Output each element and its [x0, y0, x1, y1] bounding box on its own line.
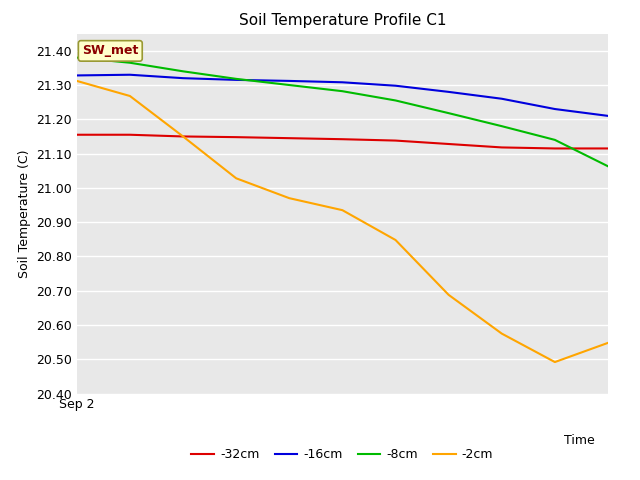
-2cm — [551, 359, 559, 365]
-16cm — [339, 79, 346, 85]
Text: Time: Time — [564, 434, 595, 447]
-32cm — [179, 133, 187, 139]
-16cm — [498, 96, 506, 102]
-16cm — [392, 83, 399, 89]
-32cm — [392, 138, 399, 144]
-32cm — [445, 141, 452, 147]
-2cm — [392, 237, 399, 243]
-2cm — [126, 93, 134, 99]
Text: SW_met: SW_met — [82, 44, 138, 58]
-2cm — [339, 207, 346, 213]
-32cm — [604, 145, 612, 151]
-32cm — [498, 144, 506, 150]
-16cm — [232, 77, 240, 83]
-8cm — [232, 76, 240, 82]
Title: Soil Temperature Profile C1: Soil Temperature Profile C1 — [239, 13, 446, 28]
-2cm — [73, 78, 81, 84]
-32cm — [285, 135, 293, 141]
Line: -16cm: -16cm — [77, 75, 608, 116]
-8cm — [285, 82, 293, 88]
-16cm — [285, 78, 293, 84]
-8cm — [392, 97, 399, 103]
-16cm — [126, 72, 134, 78]
-8cm — [339, 88, 346, 94]
Line: -2cm: -2cm — [77, 81, 608, 362]
-8cm — [551, 137, 559, 143]
-8cm — [179, 69, 187, 74]
-2cm — [232, 175, 240, 181]
-32cm — [339, 136, 346, 142]
-16cm — [179, 75, 187, 81]
-8cm — [73, 55, 81, 60]
-16cm — [445, 89, 452, 95]
-8cm — [498, 123, 506, 129]
-32cm — [232, 134, 240, 140]
-16cm — [604, 113, 612, 119]
Line: -8cm: -8cm — [77, 58, 608, 166]
Legend: -32cm, -16cm, -8cm, -2cm: -32cm, -16cm, -8cm, -2cm — [186, 443, 499, 466]
-16cm — [551, 106, 559, 112]
-32cm — [73, 132, 81, 138]
Y-axis label: Soil Temperature (C): Soil Temperature (C) — [17, 149, 31, 278]
-2cm — [498, 331, 506, 336]
-8cm — [445, 110, 452, 116]
-16cm — [73, 72, 81, 78]
-2cm — [179, 133, 187, 139]
-2cm — [604, 340, 612, 346]
-8cm — [604, 163, 612, 169]
-8cm — [126, 60, 134, 66]
-32cm — [126, 132, 134, 138]
-2cm — [285, 195, 293, 201]
-32cm — [551, 145, 559, 151]
-2cm — [445, 292, 452, 298]
Line: -32cm: -32cm — [77, 135, 608, 148]
